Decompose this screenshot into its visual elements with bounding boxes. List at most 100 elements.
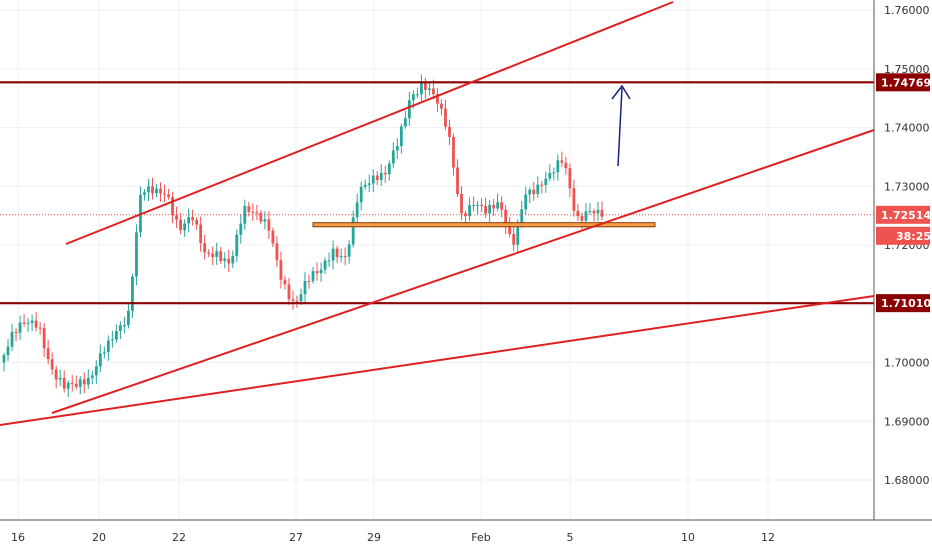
candle-body bbox=[568, 168, 572, 189]
candle-body bbox=[155, 188, 158, 194]
candle-body bbox=[62, 377, 66, 389]
candle-body bbox=[415, 94, 419, 96]
candle-body bbox=[540, 184, 544, 186]
candle-body bbox=[500, 202, 504, 210]
candle-body bbox=[564, 162, 568, 169]
channel-lower-trendline bbox=[51, 129, 875, 414]
price-tag-background bbox=[876, 73, 930, 92]
price-tags: 1.74769 1.72514 1.71010 38:25 bbox=[876, 73, 931, 313]
candle-body bbox=[195, 220, 199, 225]
candle-body bbox=[419, 83, 423, 95]
candle-body bbox=[323, 260, 327, 270]
candle-body bbox=[504, 209, 508, 226]
candle-body bbox=[58, 377, 62, 380]
x-tick-label: 27 bbox=[289, 531, 303, 544]
candle-body bbox=[66, 382, 70, 389]
candle-body bbox=[283, 279, 287, 285]
candle-body bbox=[532, 189, 536, 195]
candle-body bbox=[484, 206, 488, 214]
candle-body bbox=[42, 327, 46, 349]
candle-body bbox=[339, 256, 343, 258]
candle-body bbox=[444, 108, 447, 127]
candle-body bbox=[54, 369, 58, 380]
candle-body bbox=[118, 325, 122, 332]
candle-body bbox=[191, 217, 195, 221]
candle-body bbox=[151, 186, 154, 194]
candle-body bbox=[271, 230, 275, 244]
candle-body bbox=[175, 215, 178, 220]
y-tick-label: 1.69000 bbox=[884, 415, 930, 428]
x-tick-label: 29 bbox=[367, 531, 381, 544]
candle-body bbox=[460, 193, 463, 214]
candle-body bbox=[94, 366, 98, 376]
candle-body bbox=[223, 258, 227, 262]
candle-body bbox=[363, 184, 367, 187]
drawings bbox=[0, 1, 875, 426]
candle-body bbox=[548, 172, 552, 179]
candle-body bbox=[428, 88, 431, 90]
candle-body bbox=[359, 186, 363, 203]
candle-body bbox=[303, 281, 307, 295]
candle-body bbox=[295, 301, 299, 303]
candle-body bbox=[528, 189, 532, 195]
candle-body bbox=[18, 322, 22, 333]
candle-body bbox=[588, 211, 592, 213]
candle-body bbox=[496, 202, 500, 209]
x-tick-label: 22 bbox=[172, 531, 186, 544]
x-tick-label: 5 bbox=[567, 531, 574, 544]
candle-body bbox=[215, 251, 219, 257]
candle-body bbox=[456, 167, 459, 194]
candle-body bbox=[560, 160, 564, 163]
candle-body bbox=[343, 256, 347, 258]
y-tick-label: 1.68000 bbox=[884, 474, 930, 487]
candle-body bbox=[311, 271, 315, 282]
price-tag-background bbox=[876, 205, 930, 224]
candle-body bbox=[70, 382, 74, 384]
price-tag-label: 1.74769 bbox=[881, 76, 931, 89]
candle-body bbox=[90, 375, 94, 378]
arrow-head-icon bbox=[611, 84, 631, 100]
candle-body bbox=[395, 146, 399, 151]
candle-body bbox=[424, 83, 427, 90]
candle-body bbox=[480, 204, 483, 207]
price-tag-background bbox=[876, 294, 930, 313]
candle-body bbox=[488, 204, 492, 214]
candle-body bbox=[167, 194, 170, 198]
candle-body bbox=[131, 276, 134, 311]
x-tick-label: Feb bbox=[471, 531, 490, 544]
candle-body bbox=[46, 348, 50, 360]
candle-body bbox=[123, 325, 126, 327]
candle-body bbox=[287, 284, 291, 300]
candle-body bbox=[267, 219, 271, 231]
candle-body bbox=[102, 352, 106, 354]
candle-body bbox=[355, 202, 359, 218]
grid-lines bbox=[0, 0, 874, 520]
candle-body bbox=[78, 379, 82, 387]
candle-body bbox=[556, 160, 560, 173]
candle-body bbox=[391, 150, 395, 164]
candle-body bbox=[251, 211, 255, 213]
x-tick-label: 20 bbox=[92, 531, 106, 544]
candle-body bbox=[432, 88, 435, 95]
candle-body bbox=[199, 224, 203, 244]
candle-body bbox=[235, 234, 239, 256]
candle-body bbox=[98, 353, 102, 367]
candle-body bbox=[299, 294, 303, 302]
candle-body bbox=[520, 209, 524, 223]
candle-body bbox=[307, 281, 311, 283]
price-tag-label: 1.71010 bbox=[881, 297, 931, 310]
candle-body bbox=[279, 260, 283, 280]
candle-body bbox=[351, 217, 355, 245]
candle-body bbox=[263, 219, 267, 222]
y-tick-label: 1.73000 bbox=[884, 180, 930, 193]
channel-upper-trendline bbox=[65, 1, 674, 245]
candle-body bbox=[371, 175, 375, 184]
candle-body bbox=[171, 197, 174, 216]
candle-body bbox=[436, 94, 439, 104]
candle-body bbox=[572, 188, 576, 211]
candle-body bbox=[247, 206, 251, 212]
candle-body bbox=[319, 269, 323, 274]
candle-body bbox=[379, 172, 383, 181]
